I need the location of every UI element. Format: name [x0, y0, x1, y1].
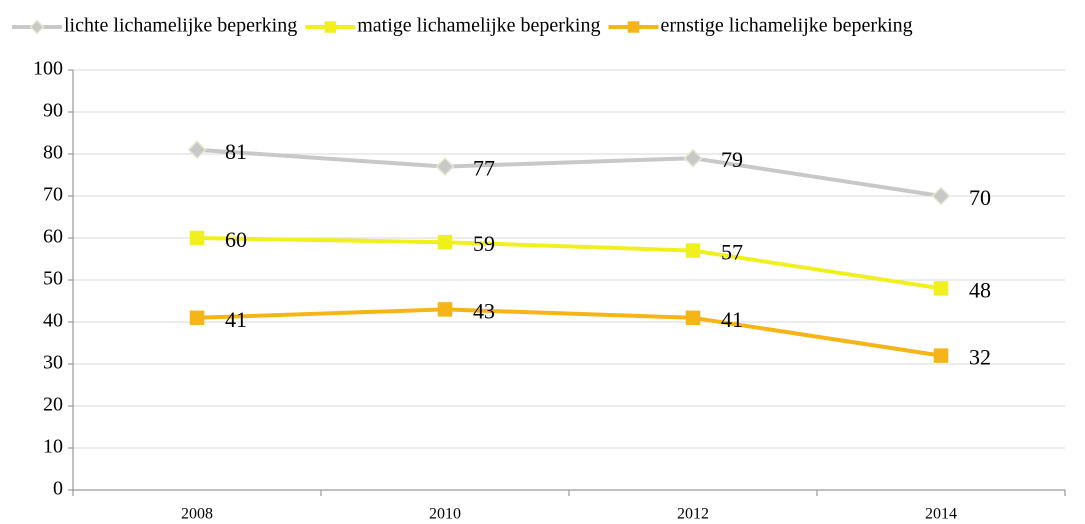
data-point — [683, 148, 703, 168]
data-label: 60 — [225, 227, 247, 252]
legend-marker — [324, 21, 336, 33]
series-line — [196, 307, 942, 358]
data-point — [189, 310, 205, 326]
data-point — [437, 302, 453, 317]
legend-label: lichte lichamelijke beperking — [64, 15, 297, 37]
y-tick-label: 10 — [43, 436, 63, 458]
y-tick-label: 60 — [43, 226, 63, 248]
data-label: 48 — [969, 277, 991, 302]
data-label: 41 — [721, 307, 743, 332]
data-point — [187, 140, 207, 160]
x-tick-label: 2014 — [925, 506, 957, 523]
data-point — [933, 348, 949, 363]
data-label: 70 — [969, 185, 991, 210]
y-tick-label: 20 — [43, 394, 63, 416]
data-label: 41 — [225, 307, 247, 332]
x-tick-label: 2010 — [429, 506, 461, 523]
data-point — [189, 230, 205, 246]
y-tick-label: 70 — [43, 184, 63, 206]
data-label: 43 — [473, 298, 495, 323]
data-point — [437, 234, 453, 250]
data-point — [931, 186, 951, 206]
legend-label: matige lichamelijke beperking — [357, 15, 600, 37]
legend-label: ernstige lichamelijke beperking — [661, 15, 913, 37]
data-label: 81 — [225, 139, 247, 164]
data-label: 32 — [969, 345, 991, 370]
data-label: 57 — [721, 240, 743, 265]
y-tick-label: 80 — [43, 142, 63, 164]
data-point — [685, 243, 701, 258]
data-point — [933, 281, 949, 296]
y-tick-label: 100 — [33, 58, 63, 80]
y-tick-label: 40 — [43, 310, 63, 332]
series-line — [196, 236, 942, 291]
data-label: 79 — [721, 147, 743, 172]
y-tick-label: 50 — [43, 268, 63, 290]
data-label: 59 — [473, 231, 495, 256]
y-tick-label: 0 — [53, 478, 63, 500]
data-label: 77 — [473, 156, 495, 181]
x-tick-label: 2008 — [181, 506, 213, 523]
legend-marker — [627, 21, 640, 33]
legend-marker — [29, 19, 45, 35]
data-point — [685, 310, 701, 326]
y-tick-label: 90 — [43, 100, 63, 122]
y-tick-label: 30 — [43, 352, 63, 374]
series-line — [196, 147, 942, 198]
x-tick-label: 2012 — [677, 506, 709, 523]
data-point — [435, 157, 455, 177]
